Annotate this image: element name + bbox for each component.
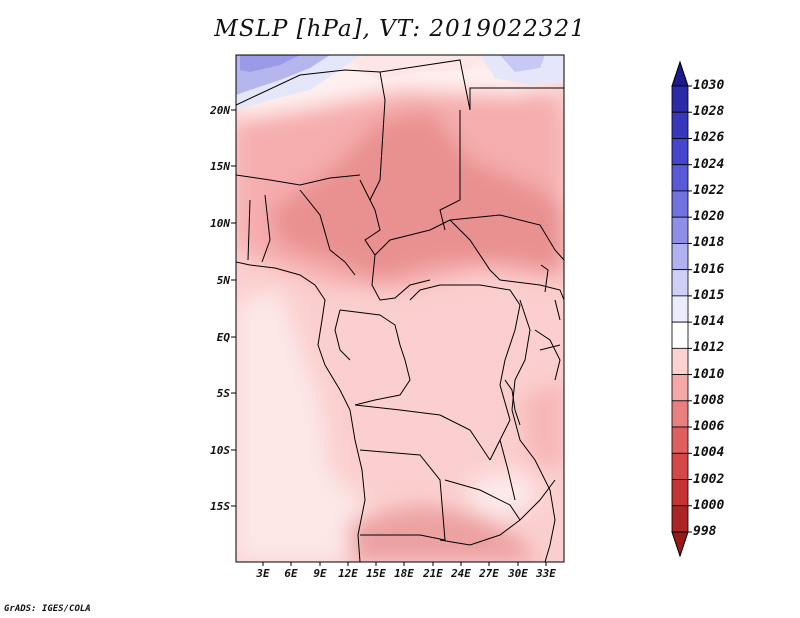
- colorbar-label: 1000: [693, 497, 725, 513]
- colorbar-swatch: [671, 479, 689, 507]
- lat-label: 5S: [216, 387, 230, 400]
- lon-label: 6E: [284, 567, 298, 580]
- country-borders: [236, 59, 564, 562]
- lon-label: 21E: [423, 567, 443, 580]
- lon-label: 33E: [536, 567, 556, 580]
- colorbar-label: 1010: [693, 366, 725, 382]
- lat-label: 10S: [210, 444, 230, 457]
- lat-label: 10N: [210, 217, 230, 230]
- lat-label: 15S: [210, 500, 230, 513]
- colorbar-swatch: [671, 321, 689, 349]
- colorbar-swatch: [671, 243, 689, 271]
- colorbar-label: 1018: [693, 235, 725, 251]
- colorbar-swatch: [671, 164, 689, 192]
- lon-label: 12E: [338, 567, 358, 580]
- lon-label: 30E: [508, 567, 528, 580]
- colorbar-label: 1020: [693, 209, 725, 225]
- colorbar-label: 1006: [693, 419, 725, 435]
- colorbar: [671, 60, 692, 558]
- colorbar-label: 1012: [693, 340, 725, 356]
- colorbar-swatch: [671, 426, 689, 454]
- chart-title: MSLP [hPa], VT: 2019022321: [214, 16, 586, 42]
- colorbar-swatch: [671, 111, 689, 139]
- lat-label: 20N: [210, 104, 230, 117]
- colorbar-swatch: [671, 216, 689, 244]
- colorbar-swatch: [671, 269, 689, 297]
- colorbar-label: 1004: [693, 445, 725, 461]
- colorbar-label: 1030: [693, 78, 725, 93]
- lon-label: 18E: [394, 567, 414, 580]
- lon-label: 9E: [313, 567, 327, 580]
- colorbar-swatch: [671, 295, 689, 323]
- colorbar-swatch: [671, 190, 689, 218]
- colorbar-swatch: [671, 374, 689, 402]
- colorbar-label: 1028: [693, 104, 725, 120]
- colorbar-swatch: [671, 505, 689, 533]
- colorbar-swatch: [671, 452, 689, 480]
- colorbar-swatch: [671, 347, 689, 375]
- lon-label: 3E: [256, 567, 270, 580]
- colorbar-label: 1022: [693, 182, 725, 198]
- colorbar-swatch: [671, 138, 689, 166]
- colorbar-label: 1014: [693, 314, 725, 330]
- colorbar-top-triangle: [671, 60, 689, 87]
- colorbar-swatch: [671, 85, 689, 113]
- pressure-field: [236, 55, 564, 562]
- lon-label: 24E: [451, 567, 471, 580]
- lat-label: 15N: [210, 160, 230, 173]
- colorbar-label: 1026: [693, 130, 725, 146]
- colorbar-label: 1002: [693, 471, 725, 487]
- colorbar-bottom-triangle: [671, 531, 689, 558]
- colorbar-label: 1024: [693, 156, 725, 172]
- colorbar-label: 1015: [693, 287, 725, 303]
- credit-text: GrADS: IGES/COLA: [4, 604, 91, 614]
- axis-ticks: [231, 109, 547, 566]
- lat-label: EQ: [216, 331, 230, 344]
- lon-label: 15E: [366, 567, 386, 580]
- colorbar-swatch: [671, 400, 689, 428]
- colorbar-label: 1008: [693, 392, 725, 408]
- map-frame: [235, 54, 565, 563]
- lat-label: 5N: [216, 274, 230, 287]
- colorbar-label: 1016: [693, 261, 725, 277]
- colorbar-label: 998: [693, 524, 717, 539]
- lon-label: 27E: [479, 567, 499, 580]
